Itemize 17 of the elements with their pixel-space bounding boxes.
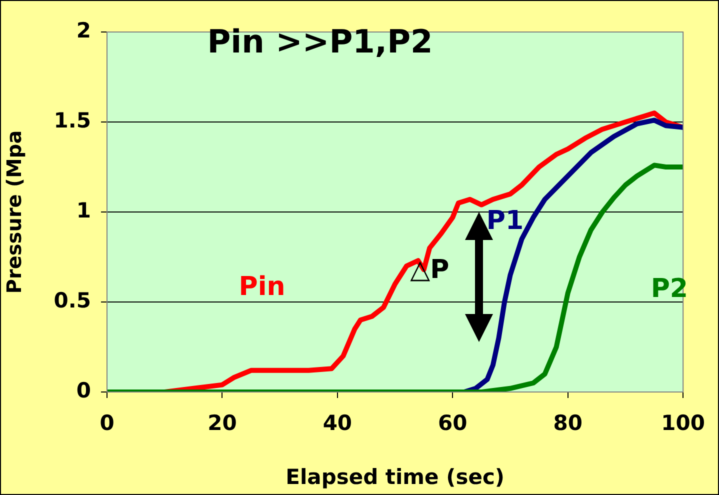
y-tick-label: 1 xyxy=(76,198,91,222)
x-tick-label: 40 xyxy=(322,411,352,436)
text: Pin xyxy=(238,272,286,302)
y-tick-label: 0 xyxy=(76,378,91,402)
y-tick-label: 0.5 xyxy=(54,288,91,312)
x-tick-label: 60 xyxy=(438,411,468,436)
annotation: △P xyxy=(410,255,450,286)
y-tick-label: 1.5 xyxy=(54,108,91,132)
x-tick-label: 20 xyxy=(208,411,237,436)
x-axis-title: Elapsed time (sec) xyxy=(286,464,504,489)
x-tick-label: 100 xyxy=(661,411,706,436)
chart-title: Pin >>P1,P2 xyxy=(207,22,433,60)
y-tick-label: 2 xyxy=(76,18,91,42)
x-tick-label: 0 xyxy=(100,411,114,436)
x-tick-label: 80 xyxy=(553,411,582,436)
series-label: P1 xyxy=(486,206,524,236)
y-axis-title: Pressure (Mpa xyxy=(2,130,26,294)
